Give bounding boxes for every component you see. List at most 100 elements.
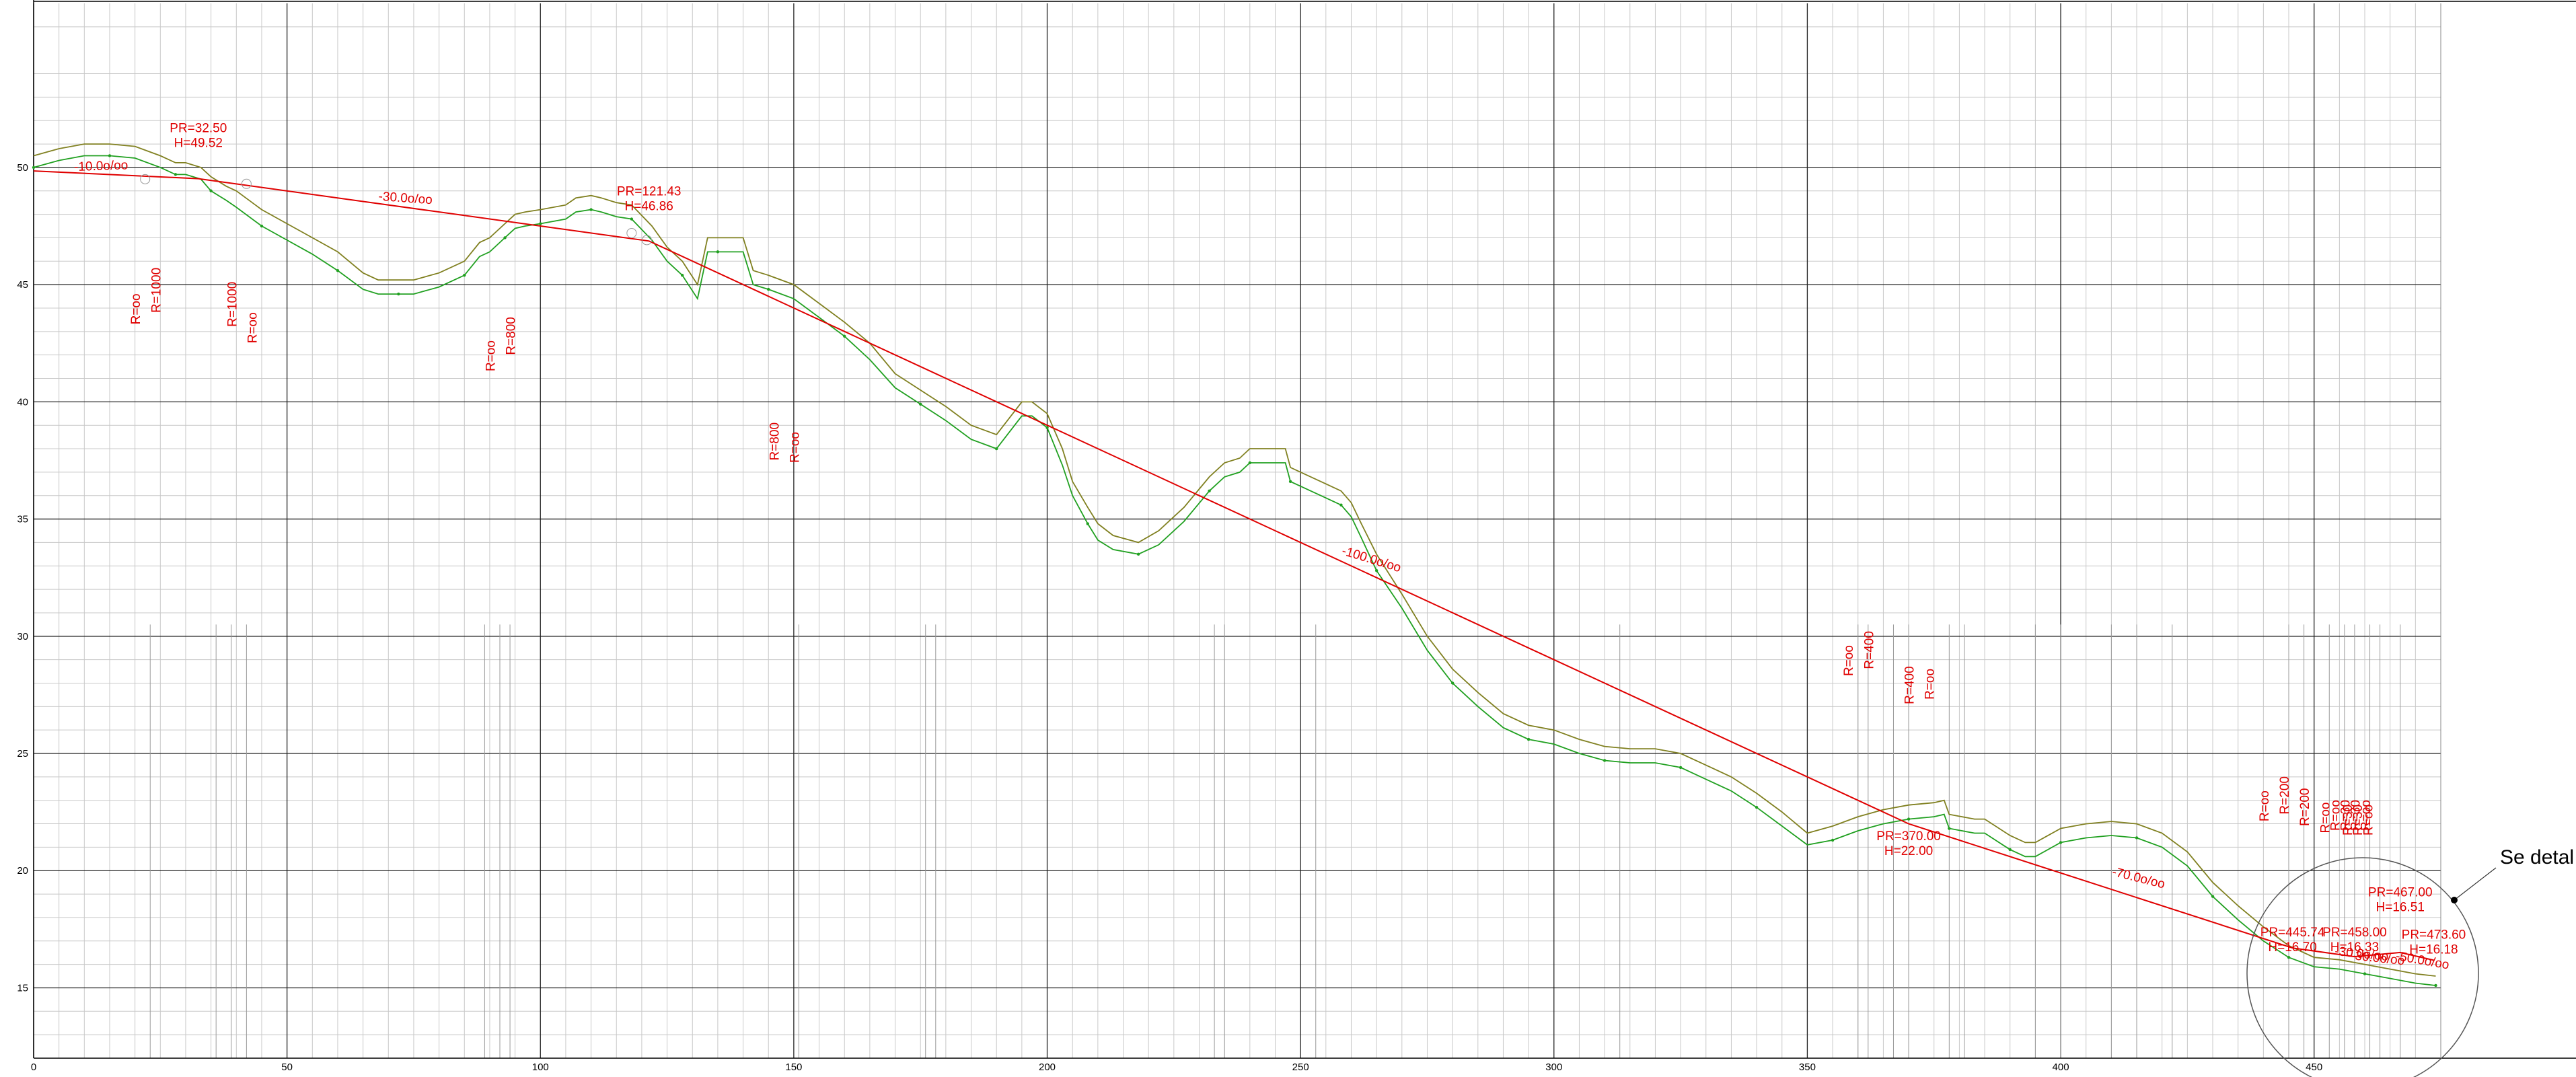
- detail-circle: [2246, 857, 2479, 1077]
- pvi-station-label: PR=473.60: [2402, 928, 2466, 942]
- radius-label: R=oo: [246, 312, 260, 343]
- ground-point: [2135, 836, 2139, 840]
- ground-point: [260, 224, 264, 228]
- ground-point: [1208, 489, 1211, 492]
- ground-point: [1526, 737, 1531, 741]
- series-layer: [32, 143, 2437, 988]
- pvi-station-label: PR=370.00: [1876, 829, 1941, 844]
- y-tick-label: 30: [17, 631, 28, 642]
- ground-point: [1907, 817, 1911, 821]
- radius-label: R=oo: [2318, 803, 2332, 833]
- detail-leader-dot: [2451, 897, 2458, 903]
- y-tick-label: 35: [17, 514, 28, 525]
- ground-point: [539, 222, 542, 225]
- ground-point: [2008, 848, 2012, 852]
- x-tick-label: 300: [1545, 1062, 1562, 1073]
- ground-point: [589, 208, 593, 211]
- pvi-height-label: H=16.51: [2376, 901, 2425, 915]
- x-tick-label: 250: [1292, 1062, 1309, 1073]
- y-tick-label: 25: [17, 748, 28, 759]
- ground-point: [397, 292, 400, 296]
- curve-point-marker: [626, 227, 637, 238]
- pvi-height-label: H=46.86: [624, 200, 673, 214]
- radius-label: R=30: [2351, 805, 2365, 835]
- detail-note: Se detal: [2500, 846, 2574, 868]
- radius-label: R=30: [2349, 800, 2363, 831]
- ground-point: [767, 287, 770, 291]
- ground-point: [1603, 759, 1607, 762]
- ground-point: [209, 189, 213, 192]
- ground-point: [2059, 841, 2063, 844]
- ground-point: [843, 334, 846, 338]
- radius-label: R=oo: [484, 340, 498, 371]
- ground-point: [1450, 681, 1455, 685]
- radius-label: R=200: [2298, 788, 2312, 827]
- ground-point: [995, 447, 998, 451]
- detail-layer: Se detal: [2246, 846, 2574, 1077]
- ground-point: [174, 173, 178, 176]
- grid-layer: [33, 3, 2441, 1058]
- x-tick-label: 400: [2053, 1062, 2069, 1073]
- ground-point: [1288, 480, 1292, 484]
- radius-label: R=oo: [1842, 645, 1856, 676]
- pvi-height-label: H=49.52: [174, 137, 223, 151]
- label-layer: -10.0o/oo-30.0o/oo-100.0o/oo-70.0o/oo-30…: [74, 122, 2466, 973]
- axis-layer: 0 50 100 150 200 250 300 350 400 450 15 20 25 30 35 40 4…: [17, 0, 2576, 1073]
- ground-point: [463, 273, 466, 277]
- ground-point: [630, 217, 634, 221]
- radius-label: R=oo: [2359, 800, 2373, 831]
- ground-point: [32, 165, 36, 170]
- grade-label: -100.0o/oo: [1340, 544, 1403, 576]
- ground-point: [1679, 766, 1683, 770]
- radius-label: R=30: [2341, 805, 2355, 835]
- x-tick-label: 200: [1039, 1062, 1056, 1073]
- y-tick-label: 50: [17, 162, 28, 174]
- series-line-0: [33, 143, 2436, 977]
- pvi-station-label: PR=445.74: [2260, 926, 2325, 940]
- pvi-station-label: PR=32.50: [170, 122, 227, 136]
- radius-label: R=1000: [149, 268, 163, 313]
- radius-label: R=oo: [788, 432, 802, 463]
- curve-point-marker: [140, 174, 151, 184]
- radius-label: R=oo: [129, 293, 143, 324]
- ground-point: [2287, 955, 2291, 959]
- y-tick-label: 40: [17, 396, 28, 408]
- ground-point: [2211, 895, 2215, 898]
- x-tick-label: 0: [31, 1062, 36, 1073]
- ground-point: [1045, 426, 1049, 429]
- x-tick-label: 100: [532, 1062, 549, 1073]
- detail-leader-line: [2454, 867, 2497, 901]
- radius-label: R=400: [1862, 631, 1876, 669]
- y-tick-label: 20: [17, 865, 28, 877]
- y-tick-label: 15: [17, 982, 28, 994]
- radius-label: R=1000: [225, 282, 240, 327]
- pvi-station-label: PR=458.00: [2322, 926, 2387, 940]
- radius-label: R=800: [768, 422, 782, 461]
- radius-label: R=oo: [1923, 669, 1938, 700]
- radius-label: R=30: [2339, 800, 2353, 831]
- radius-label: R=oo: [2328, 800, 2343, 831]
- ground-point: [1374, 569, 1378, 572]
- ground-point: [1339, 503, 1343, 507]
- ground-point: [680, 273, 684, 277]
- x-tick-label: 350: [1799, 1062, 1816, 1073]
- grade-label: -70.0o/oo: [2110, 865, 2166, 892]
- y-tick-label: 45: [17, 279, 28, 291]
- ground-point: [108, 154, 112, 157]
- radius-label: R=200: [2278, 776, 2292, 815]
- radius-label: R=oo: [2361, 805, 2376, 835]
- ground-point: [1755, 805, 1759, 809]
- series-line-2: [33, 170, 2434, 961]
- curve-point-marker: [641, 235, 652, 246]
- ground-point: [1948, 827, 1951, 830]
- x-tick-label: 450: [2306, 1062, 2322, 1073]
- pvi-height-label: H=16.33: [2330, 940, 2379, 955]
- pvi-station-label: PR=467.00: [2368, 886, 2433, 900]
- ground-point: [1086, 522, 1089, 525]
- radius-label: R=400: [1903, 666, 1917, 704]
- grade-label: -10.0o/oo: [74, 158, 128, 174]
- ground-point: [1136, 552, 1140, 556]
- x-tick-label: 150: [785, 1062, 802, 1073]
- ground-point: [919, 402, 922, 406]
- ground-point: [1248, 461, 1252, 465]
